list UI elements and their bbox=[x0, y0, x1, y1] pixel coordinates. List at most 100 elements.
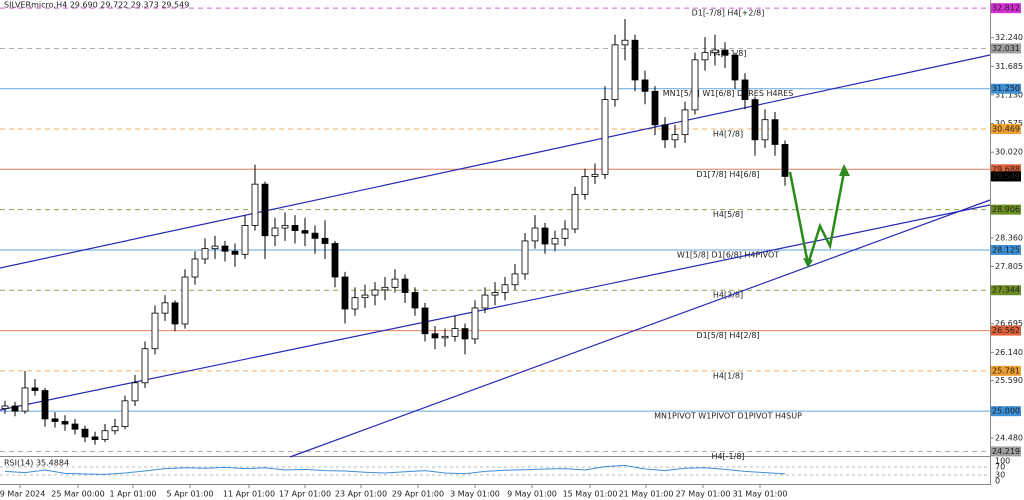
candle-body bbox=[701, 52, 709, 61]
candle-body bbox=[481, 294, 489, 309]
y-tick-label: 28.360 bbox=[995, 233, 1023, 242]
x-tick-label: 11 Apr 01:00 bbox=[223, 490, 275, 499]
y-tick-label: 31.130 bbox=[995, 90, 1023, 99]
candle-body bbox=[641, 79, 649, 92]
level-price: 29.688 bbox=[992, 165, 1020, 174]
candle-body bbox=[361, 294, 369, 299]
candle-body bbox=[531, 227, 539, 242]
level-price-box bbox=[991, 365, 1021, 376]
level-label: D1[5/8] H4[2/8] bbox=[696, 331, 759, 340]
candle-body bbox=[31, 387, 39, 391]
x-tick-label: 9 May 01:00 bbox=[507, 490, 557, 499]
x-tick-label: 27 May 01:00 bbox=[676, 490, 731, 499]
level-price: 24.219 bbox=[992, 447, 1020, 456]
level-label: W1[5/8] D1[6/8] H4PIVOT bbox=[677, 250, 779, 259]
x-tick-label: 17 Apr 01:00 bbox=[279, 490, 331, 499]
candle-body bbox=[131, 382, 139, 402]
candle-body bbox=[61, 421, 69, 425]
level-label: H4[-1/8] bbox=[711, 452, 744, 461]
level-price-box bbox=[991, 83, 1021, 94]
candle-body bbox=[421, 307, 429, 335]
level-label: H4[3/8] bbox=[713, 291, 743, 300]
x-tick-label: 19 Mar 2024 bbox=[0, 490, 45, 499]
candle-body bbox=[581, 176, 589, 195]
candle-body bbox=[551, 237, 559, 245]
x-tick-label: 3 May 01:00 bbox=[450, 490, 500, 499]
last-price-box bbox=[991, 171, 1021, 182]
y-tick-label: 27.805 bbox=[995, 262, 1023, 271]
candle-body bbox=[201, 248, 209, 260]
candle-body bbox=[501, 284, 509, 293]
level-price-box bbox=[991, 285, 1021, 296]
candle-body bbox=[761, 119, 769, 141]
candle-body bbox=[621, 39, 629, 46]
candle-body bbox=[291, 225, 299, 231]
level-price-box bbox=[991, 244, 1021, 255]
candle-body bbox=[781, 144, 789, 177]
candle-body bbox=[371, 289, 379, 296]
candle-body bbox=[261, 183, 269, 237]
candle-body bbox=[681, 109, 689, 136]
candle-body bbox=[491, 292, 499, 296]
x-tick-label: 31 May 01:00 bbox=[733, 490, 788, 499]
level-price: 25.000 bbox=[992, 407, 1020, 416]
y-tick-label: 30.020 bbox=[995, 148, 1023, 157]
x-tick-label: 1 Apr 01:00 bbox=[109, 490, 156, 499]
last-price: 29.549 bbox=[992, 172, 1020, 181]
candle-body bbox=[611, 44, 619, 100]
level-price: 32.812 bbox=[992, 4, 1020, 13]
forecast-arrow bbox=[788, 164, 850, 268]
rsi-tick-label: 100 bbox=[995, 457, 1010, 466]
candle-body bbox=[451, 328, 459, 337]
candle-body bbox=[91, 436, 99, 440]
level-price: 32.031 bbox=[992, 44, 1020, 53]
candle-body bbox=[541, 227, 549, 245]
candle-body bbox=[441, 335, 449, 339]
candle-body bbox=[141, 348, 149, 384]
candle-body bbox=[351, 297, 359, 310]
y-tick-label: 26.695 bbox=[995, 319, 1023, 328]
candle-body bbox=[71, 423, 79, 430]
channel-upper bbox=[0, 54, 991, 269]
candle-body bbox=[151, 312, 159, 350]
x-tick-label: 25 Mar 00:00 bbox=[51, 490, 104, 499]
x-tick-label: 21 May 01:00 bbox=[619, 490, 674, 499]
x-tick-label: 29 Apr 01:00 bbox=[392, 490, 444, 499]
candle-body bbox=[751, 99, 759, 141]
candle-body bbox=[651, 90, 659, 126]
candle-body bbox=[251, 183, 259, 226]
level-price: 27.344 bbox=[992, 286, 1020, 295]
level-price: 26.562 bbox=[992, 326, 1020, 335]
rsi-label: RSI(14) 35.4884 bbox=[4, 459, 69, 468]
channel-lower bbox=[289, 199, 991, 458]
candle-body bbox=[311, 232, 319, 239]
x-tick-label: 15 May 01:00 bbox=[563, 490, 618, 499]
candle-body bbox=[521, 240, 529, 275]
y-tick-label: 25.590 bbox=[995, 376, 1023, 385]
candle-body bbox=[121, 400, 129, 428]
level-price: 25.781 bbox=[992, 366, 1020, 375]
candle-body bbox=[381, 286, 389, 291]
y-tick-label: 31.685 bbox=[995, 62, 1023, 71]
y-tick-label: 24.480 bbox=[995, 433, 1023, 442]
candle-body bbox=[111, 426, 119, 432]
candle-body bbox=[221, 245, 229, 252]
candle-body bbox=[21, 387, 29, 412]
level-price-box bbox=[991, 43, 1021, 54]
level-price-box bbox=[991, 164, 1021, 175]
candle-body bbox=[241, 225, 249, 255]
level-label: H4[1/8] bbox=[713, 371, 743, 380]
candle-body bbox=[461, 328, 469, 340]
candle-body bbox=[411, 292, 419, 309]
candle-body bbox=[41, 390, 49, 420]
candle-body bbox=[341, 276, 349, 310]
candle-body bbox=[431, 333, 439, 339]
level-price: 28.906 bbox=[992, 205, 1020, 214]
candle-body bbox=[631, 39, 639, 81]
level-label: H4[5/8] bbox=[713, 210, 743, 219]
rsi-tick-label: 70 bbox=[995, 463, 1005, 472]
forecast-path bbox=[788, 171, 846, 265]
candle-body bbox=[591, 173, 599, 177]
candle-body bbox=[741, 79, 749, 100]
level-price-box bbox=[991, 3, 1021, 14]
